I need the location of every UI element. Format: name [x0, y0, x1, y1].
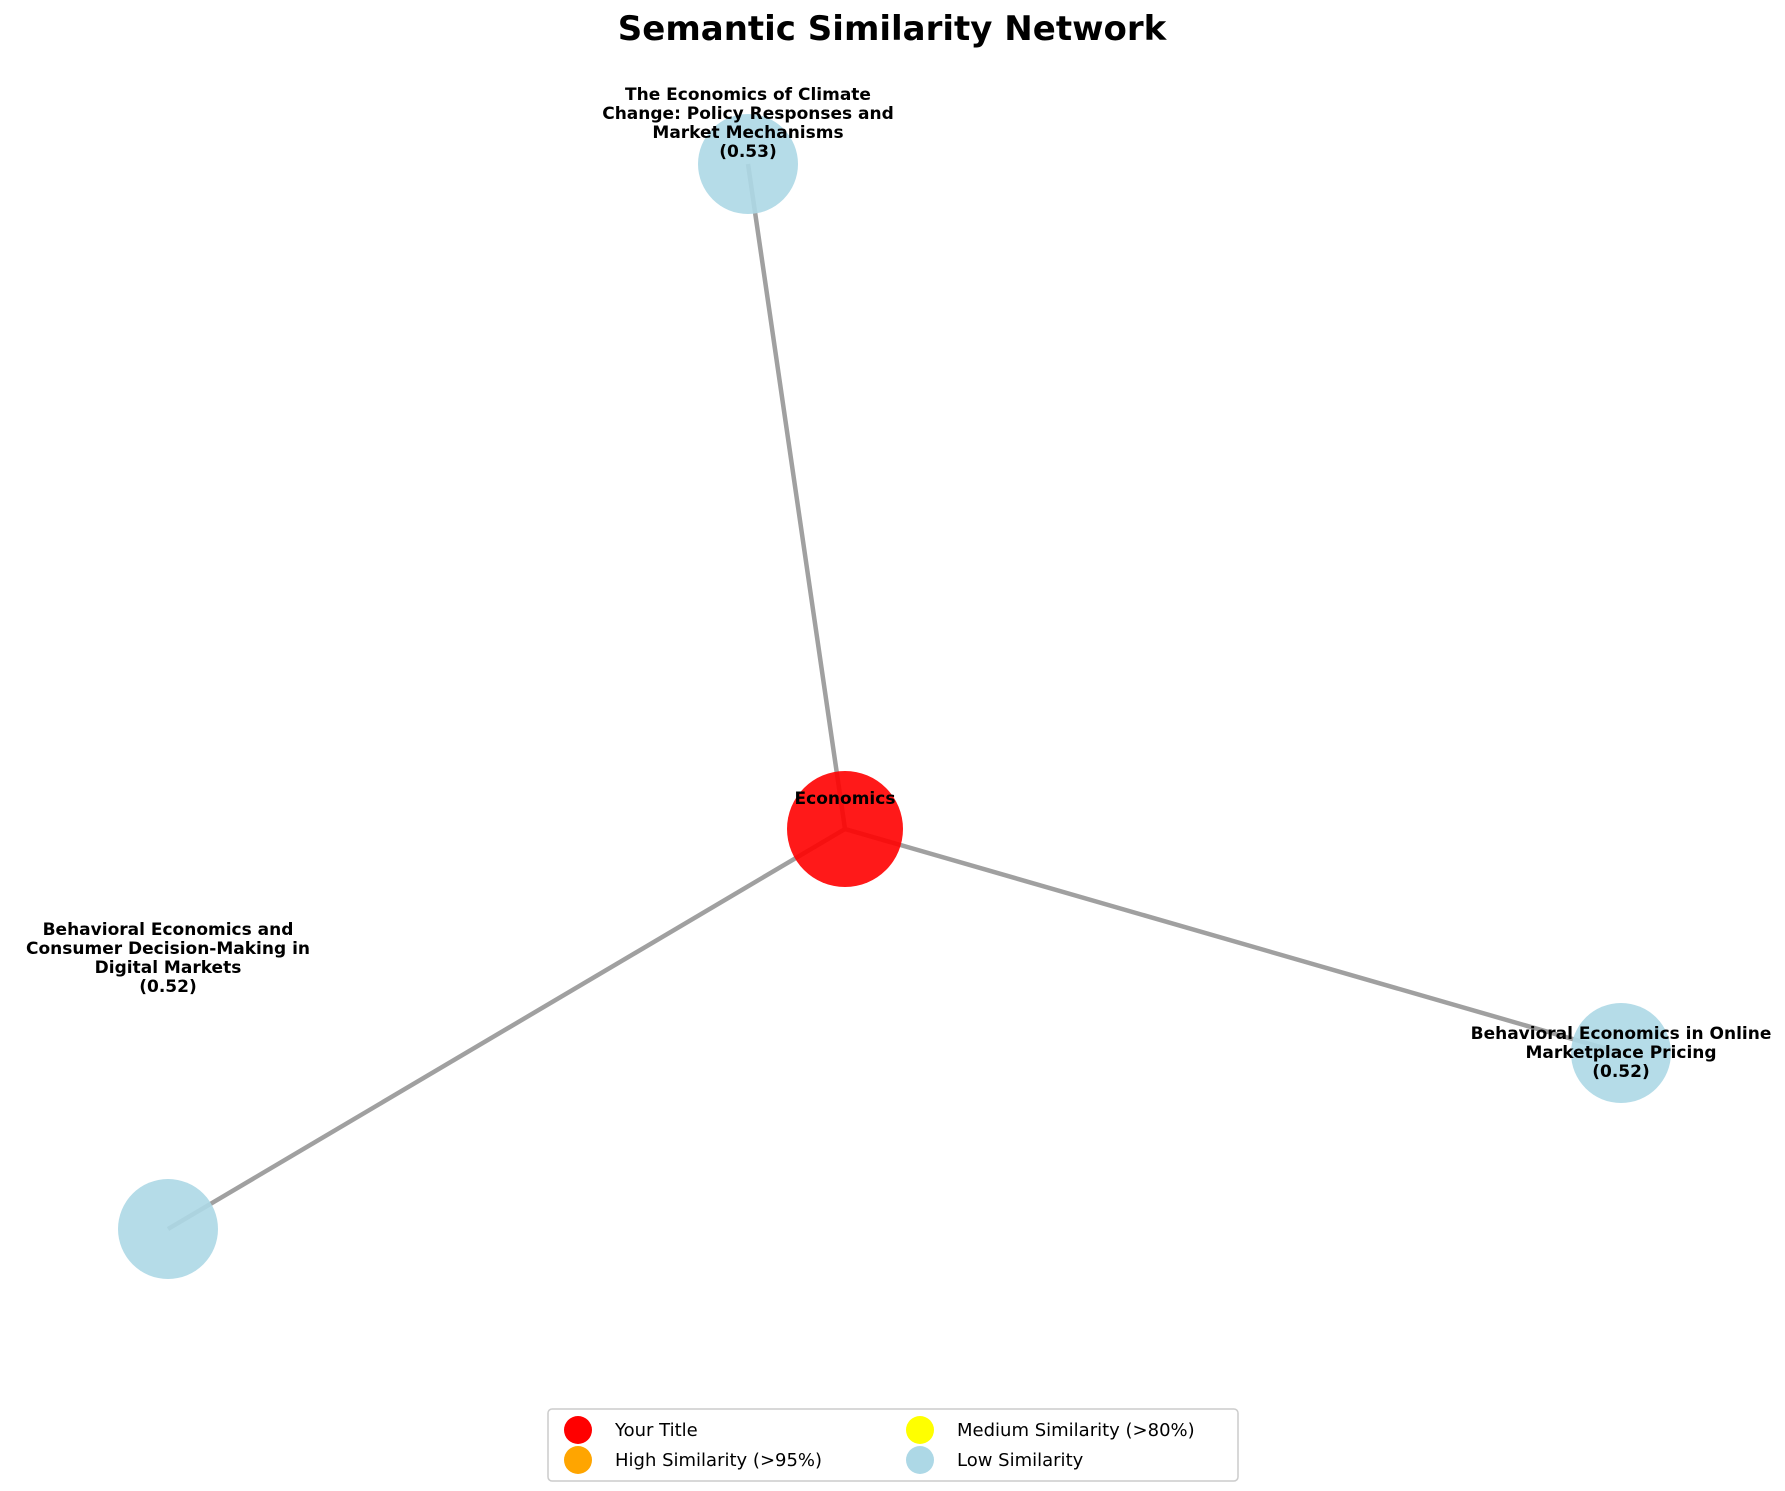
node-n2-label: Behavioral Economics in Online Marketplac…: [1471, 1024, 1772, 1082]
labels-layer: Economics The Economics of Climate Change:…: [26, 85, 1771, 1082]
edge-n1: [745, 163, 848, 830]
legend-marker-high-similarity: [564, 1446, 592, 1474]
legend-label-medium-similarity: Medium Similarity (>80%): [957, 1420, 1195, 1441]
edge-n2: [844, 826, 1622, 1056]
edges-layer: [166, 163, 1622, 1231]
legend-marker-medium-similarity: [906, 1416, 934, 1444]
node-n3: [118, 1179, 218, 1279]
node-n1: [698, 114, 798, 214]
legend-marker-low-similarity: [906, 1446, 934, 1474]
legend-label-high-similarity: High Similarity (>95%): [615, 1450, 822, 1471]
nodes-layer: [118, 114, 1671, 1279]
legend-marker-your-title: [564, 1416, 592, 1444]
legend-label-low-similarity: Low Similarity: [957, 1450, 1084, 1471]
diagram-title: Semantic Similarity Network: [618, 9, 1168, 49]
node-n3-label: Behavioral Economics and Consumer Decisio…: [26, 920, 310, 997]
edge-n3: [166, 827, 847, 1231]
legend-label-your-title: Your Title: [614, 1420, 698, 1441]
legend: Your Title High Similarity (>95%) Medium…: [547, 1408, 1239, 1482]
legend-frame: [547, 1408, 1239, 1482]
node-n1-label: The Economics of Climate Change: Policy R…: [602, 85, 894, 162]
node-center-label: Economics: [795, 789, 896, 809]
node-center: [787, 771, 903, 887]
node-n2: [1571, 1003, 1671, 1103]
